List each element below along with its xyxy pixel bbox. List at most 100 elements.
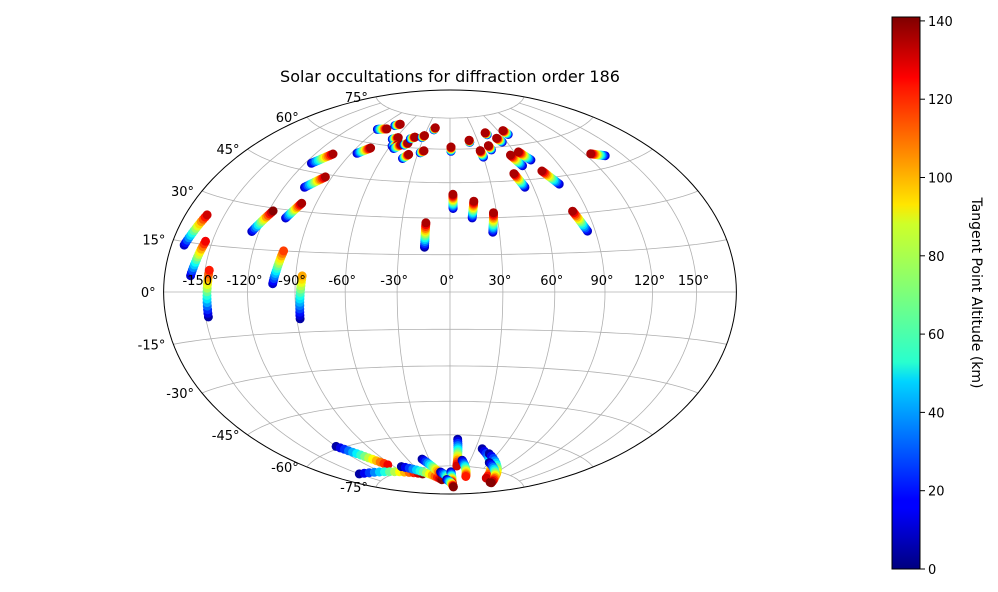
track-point bbox=[404, 149, 414, 159]
track-point bbox=[382, 124, 392, 134]
chart-title: Solar occultations for diffraction order… bbox=[280, 67, 620, 86]
lat-tick-label: 30° bbox=[171, 185, 194, 200]
occultation-track bbox=[331, 441, 393, 470]
occultation-track bbox=[306, 149, 338, 168]
parallel-line bbox=[375, 96, 525, 119]
lon-tick-label: -150° bbox=[182, 274, 218, 289]
colorbar-tick-label: 0 bbox=[928, 563, 936, 578]
occultation-track bbox=[505, 150, 527, 171]
colorbar-ticks: 0 20 40 60 80 100 120 140 bbox=[920, 15, 953, 578]
lon-tick-label: 60° bbox=[540, 274, 563, 289]
track-point bbox=[328, 149, 338, 159]
occultation-track bbox=[586, 149, 610, 161]
track-point bbox=[488, 208, 498, 218]
occultation-track bbox=[448, 189, 458, 214]
occultation-track bbox=[483, 141, 496, 155]
occultation-track bbox=[247, 206, 278, 237]
track-point bbox=[201, 236, 211, 246]
track-point bbox=[475, 146, 485, 156]
colorbar: 0 20 40 60 80 100 120 140 Tangent Point Altitud… bbox=[891, 15, 984, 578]
track-point bbox=[448, 482, 458, 492]
track-point bbox=[537, 166, 547, 176]
parallel-line bbox=[247, 400, 653, 436]
occultation-track bbox=[397, 149, 414, 164]
track-point bbox=[483, 141, 493, 151]
track-point bbox=[268, 206, 278, 216]
track-point bbox=[421, 218, 431, 228]
parallel-line bbox=[247, 148, 653, 184]
occultation-track bbox=[186, 236, 211, 281]
lon-tick-label: -120° bbox=[226, 274, 262, 289]
lon-tick-label: 30° bbox=[488, 274, 511, 289]
occultation-track bbox=[179, 210, 212, 250]
lat-tick-label: 15° bbox=[142, 234, 165, 249]
lat-tick-label: -45° bbox=[212, 429, 240, 444]
lat-tick-label: -30° bbox=[166, 387, 194, 402]
colorbar-tick-label: 120 bbox=[928, 93, 953, 108]
occultation-track bbox=[513, 147, 536, 165]
occultation-track bbox=[295, 271, 307, 324]
lon-tick-label: -60° bbox=[328, 274, 356, 289]
occultation-track bbox=[498, 126, 513, 140]
colorbar-label: Tangent Point Altitude (km) bbox=[968, 196, 984, 388]
map-boundary bbox=[163, 89, 737, 495]
parallel-line bbox=[173, 328, 727, 345]
lat-tick-label: -60° bbox=[271, 461, 299, 476]
occultation-track bbox=[509, 169, 530, 192]
lat-tick-label: -75° bbox=[340, 481, 368, 496]
occultation-track bbox=[202, 265, 214, 322]
occultation-track bbox=[429, 123, 440, 135]
track-point bbox=[297, 198, 307, 208]
occultation-track bbox=[268, 246, 289, 289]
occultation-track bbox=[457, 455, 471, 481]
track-point bbox=[586, 149, 596, 159]
occultation-track bbox=[281, 198, 307, 223]
track-point bbox=[469, 196, 479, 206]
track-point bbox=[464, 135, 474, 145]
track-point bbox=[366, 143, 376, 153]
occultation-track bbox=[299, 172, 330, 192]
occultation-track bbox=[390, 119, 405, 131]
occultation-track bbox=[568, 206, 592, 236]
occultation-tracks bbox=[179, 119, 610, 492]
occultation-track bbox=[405, 132, 420, 144]
occultation-track bbox=[372, 124, 392, 134]
lat-tick-label: 60° bbox=[276, 111, 299, 126]
track-point bbox=[202, 210, 212, 220]
lon-tick-label: -30° bbox=[380, 274, 408, 289]
track-point bbox=[279, 246, 289, 256]
track-point bbox=[505, 150, 515, 160]
track-point bbox=[568, 206, 578, 216]
track-point bbox=[395, 119, 405, 129]
lat-tick-label: 0° bbox=[141, 286, 156, 301]
axis-labels: -150° -120° -90° -60° -30° 0° 30° 60° 90° 120° 150… bbox=[138, 91, 709, 496]
occultation-track bbox=[484, 458, 500, 488]
lon-tick-label: 90° bbox=[590, 274, 613, 289]
lon-tick-label: -90° bbox=[278, 274, 306, 289]
occultation-track bbox=[488, 208, 498, 237]
track-point bbox=[419, 146, 429, 156]
track-point bbox=[430, 123, 440, 133]
lon-tick-label: 150° bbox=[678, 274, 709, 289]
colorbar-tick-label: 60 bbox=[928, 328, 945, 343]
occultation-track bbox=[415, 146, 429, 158]
track-point bbox=[204, 265, 214, 275]
lon-tick-label: 0° bbox=[440, 274, 455, 289]
track-point bbox=[446, 142, 456, 152]
occultation-track bbox=[464, 135, 475, 147]
occultation-track bbox=[419, 218, 431, 252]
track-point bbox=[461, 471, 471, 481]
occultation-track bbox=[352, 143, 376, 158]
colorbar-tick-label: 20 bbox=[928, 485, 945, 500]
occultation-track bbox=[417, 131, 429, 143]
colorbar-tick-label: 80 bbox=[928, 250, 945, 265]
track-point bbox=[297, 271, 307, 281]
track-point bbox=[492, 133, 502, 143]
track-point bbox=[509, 169, 519, 179]
track-point bbox=[448, 189, 458, 199]
occultation-track bbox=[480, 128, 492, 140]
colorbar-tick-label: 40 bbox=[928, 406, 945, 421]
occultation-track bbox=[475, 146, 488, 162]
track-point bbox=[480, 128, 490, 138]
